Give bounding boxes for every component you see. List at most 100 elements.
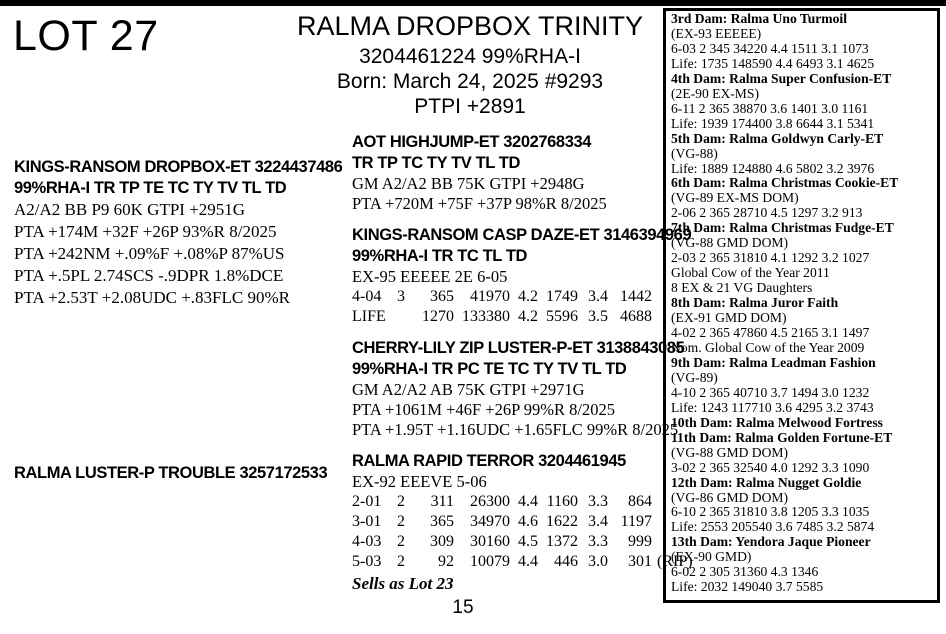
dam-entry-line: (VG-86 GMD DOM) xyxy=(671,489,789,505)
lactation-cell: 4-04 xyxy=(352,288,382,305)
lactation-cell: 4.4 xyxy=(518,553,538,570)
lactation-cell xyxy=(652,512,660,532)
dam-entry-line: 8 EX & 21 VG Daughters xyxy=(671,280,813,296)
lactation-cell: 4.4 xyxy=(518,493,538,510)
lactation-cell: 3-01 xyxy=(352,513,382,530)
pedigree-block: CHERRY-LILY ZIP LUSTER-P-ET 3138843085 99… xyxy=(352,338,685,440)
lactation-cell: LIFE xyxy=(352,308,386,325)
lot-number: LOT 27 xyxy=(13,12,159,60)
lactation-cell: 2 xyxy=(397,513,405,530)
lactation-cell: 365 xyxy=(430,288,454,305)
lactation-cell: 1622 xyxy=(546,513,578,530)
pedigree-block: KINGS-RANSOM CASP DAZE-ET 3146394969 99%R… xyxy=(352,225,692,327)
dam-entry-line: Life: 1735 148590 4.4 6493 3.1 4625 xyxy=(671,55,875,71)
sire-column: KINGS-RANSOM DROPBOX-ET 3224437486 99%RH… xyxy=(14,157,349,309)
dam-entry-line: (VG-89) xyxy=(671,369,718,385)
dam-entry-title: 11th Dam: Ralma Golden Fortune-ET xyxy=(671,429,893,445)
lactation-row: 4-03 2 309 30160 4.5 1372 3.3 999 xyxy=(352,532,660,552)
lactation-cell: 4.6 xyxy=(518,513,538,530)
lactation-cell: 133380 xyxy=(462,308,510,325)
lactation-cell: 999 xyxy=(628,533,652,550)
lactation-cell: 4.2 xyxy=(518,308,538,325)
pedigree-column: AOT HIGHJUMP-ET 3202768334 TR TP TC TY TV… xyxy=(352,132,693,595)
dam-entry-line: Life: 2032 149040 3.7 5585 xyxy=(671,579,824,595)
page-number: 15 xyxy=(452,597,474,618)
detail-line: PTA +720M +75F +37P 98%R 8/2025 xyxy=(352,194,607,213)
dam-entry-line: 6-02 2 305 31360 4.3 1346 xyxy=(671,564,819,580)
lactation-cell: 301 xyxy=(628,553,652,570)
lactation-cell: 3.4 xyxy=(588,513,608,530)
lactation-cell: 1372 xyxy=(546,533,578,550)
lactation-row: 3-01 2 365 34970 4.6 1622 3.4 1197 xyxy=(352,512,660,532)
dam-entry-title: 9th Dam: Ralma Leadman Fashion xyxy=(671,354,876,370)
detail-line: GM A2/A2 AB 75K GTPI +2971G xyxy=(352,380,585,399)
pta-line: PTA +2.53T +2.08UDC +.83FLC 90%R xyxy=(14,288,290,307)
animal-ptpi: PTPI +2891 xyxy=(414,95,526,118)
dam-entry-title: 10th Dam: Ralma Melwood Fortress xyxy=(671,414,883,430)
detail-line: PTA +1061M +46F +26P 99%R 8/2025 xyxy=(352,400,615,419)
dam-entry-line: (EX-90 GMD) xyxy=(671,549,752,565)
lactation-row: 4-04 3 365 41970 4.2 1749 3.4 1442 xyxy=(352,287,660,307)
dam-entry-line: 2-06 2 365 28710 4.5 1297 3.2 913 xyxy=(671,205,863,221)
pta-line: PTA +242NM +.09%F +.08%P 87%US xyxy=(14,244,285,263)
lactation-cell: 1160 xyxy=(546,493,578,510)
dam-entry-line: 2-03 2 365 31810 4.1 1292 3.2 1027 xyxy=(671,250,870,266)
dam-entry-line: 4-10 2 365 40710 3.7 1494 3.0 1232 xyxy=(671,384,870,400)
dam-history-box: 3rd Dam: Ralma Uno Turmoil (EX-93 EEEEE) 6… xyxy=(663,8,940,603)
dam-entry-line: Life: 1939 174400 3.8 6644 3.1 5341 xyxy=(671,115,875,131)
dam-entry-line: 6-03 2 345 34220 4.4 1511 3.1 1073 xyxy=(671,40,869,56)
animal-codes-line: TR TP TC TY TV TL TD xyxy=(352,154,521,172)
pta-line: PTA +.5PL 2.74SCS -.9DPR 1.8%DCE xyxy=(14,266,284,285)
dam-entry-title: 6th Dam: Ralma Christmas Cookie-ET xyxy=(671,175,899,191)
dam-entry-line: 6-11 2 365 38870 3.6 1401 3.0 1161 xyxy=(671,100,869,116)
lactation-cell xyxy=(652,532,660,552)
dam-entry-line: 3-02 2 365 32540 4.0 1292 3.3 1090 xyxy=(671,459,870,475)
lactation-cell: 4.5 xyxy=(518,533,538,550)
animal-birthdate: Born: March 24, 2025 #9293 xyxy=(336,70,604,93)
animal-name-line: CHERRY-LILY ZIP LUSTER-P-ET 3138843085 xyxy=(352,339,685,357)
dam-entry-title: 5th Dam: Ralma Goldwyn Carly-ET xyxy=(671,130,884,146)
lactation-cell: 5-03 xyxy=(352,553,382,570)
dam-entry-title: 7th Dam: Ralma Christmas Fudge-ET xyxy=(671,220,894,236)
lactation-cell: 1442 xyxy=(620,288,652,305)
lactation-row: 2-01 2 311 26300 4.4 1160 3.3 864 xyxy=(352,492,660,512)
sire-detail-lines: A2/A2 BB P9 60K GTPI +2951G PTA +174M +32… xyxy=(14,199,349,309)
dam-entry-title: 3rd Dam: Ralma Uno Turmoil xyxy=(671,11,847,26)
lactation-cell xyxy=(652,492,660,512)
animal-registration: 3204461224 99%RHA-I xyxy=(359,45,581,68)
lactation-cell: 4-03 xyxy=(352,533,382,550)
dam-entry-line: Life: 2553 205540 3.6 7485 3.2 5874 xyxy=(671,519,875,535)
pedigree-block: RALMA RAPID TERROR 3204461945 EX-92 EEEVE… xyxy=(352,451,693,595)
sells-note: Sells as Lot 23 xyxy=(352,574,454,593)
dam-entry-title: 4th Dam: Ralma Super Confusion-ET xyxy=(671,70,892,86)
dam-entry-line: (VG-88 GMD DOM) xyxy=(671,235,789,251)
lactation-cell: 5596 xyxy=(546,308,578,325)
lactation-cell: 3.3 xyxy=(588,533,608,550)
lactation-cell: 1270 xyxy=(422,308,454,325)
lactation-cell: 311 xyxy=(430,493,454,510)
lactation-cell: 4688 xyxy=(620,308,652,325)
lactation-cell: 3.5 xyxy=(588,308,608,325)
lactation-cell: 2 xyxy=(397,553,405,570)
dam-entry-line: (EX-93 EEEEE) xyxy=(671,25,762,41)
lactation-cell: 2 xyxy=(397,533,405,550)
lactation-row: LIFE 1270 133380 4.2 5596 3.5 4688 xyxy=(352,307,660,327)
lactation-cell: 309 xyxy=(430,533,454,550)
lactation-cell: 3.0 xyxy=(588,553,608,570)
sire-codes: 99%RHA-I TR TP TE TC TY TV TL TD xyxy=(14,179,287,197)
dam-entry-line: 4-02 2 365 47860 4.5 2165 3.1 1497 xyxy=(671,325,870,341)
dam-entry-line: (VG-89 EX-MS DOM) xyxy=(671,190,799,206)
top-rule xyxy=(0,0,946,6)
lactation-cell: 34970 xyxy=(470,513,510,530)
lactation-cell: 3.3 xyxy=(588,493,608,510)
lactation-cell: 446 xyxy=(554,553,578,570)
animal-name-line: KINGS-RANSOM CASP DAZE-ET 3146394969 xyxy=(352,226,692,244)
lactation-cell xyxy=(390,307,412,327)
lactation-cell: 864 xyxy=(628,493,652,510)
lactation-cell: 41970 xyxy=(470,288,510,305)
sire-name: KINGS-RANSOM DROPBOX-ET 3224437486 xyxy=(14,158,343,176)
dam-entry-title: 8th Dam: Ralma Juror Faith xyxy=(671,295,839,311)
lactation-cell: 1197 xyxy=(620,513,652,530)
lactation-cell xyxy=(652,287,660,307)
